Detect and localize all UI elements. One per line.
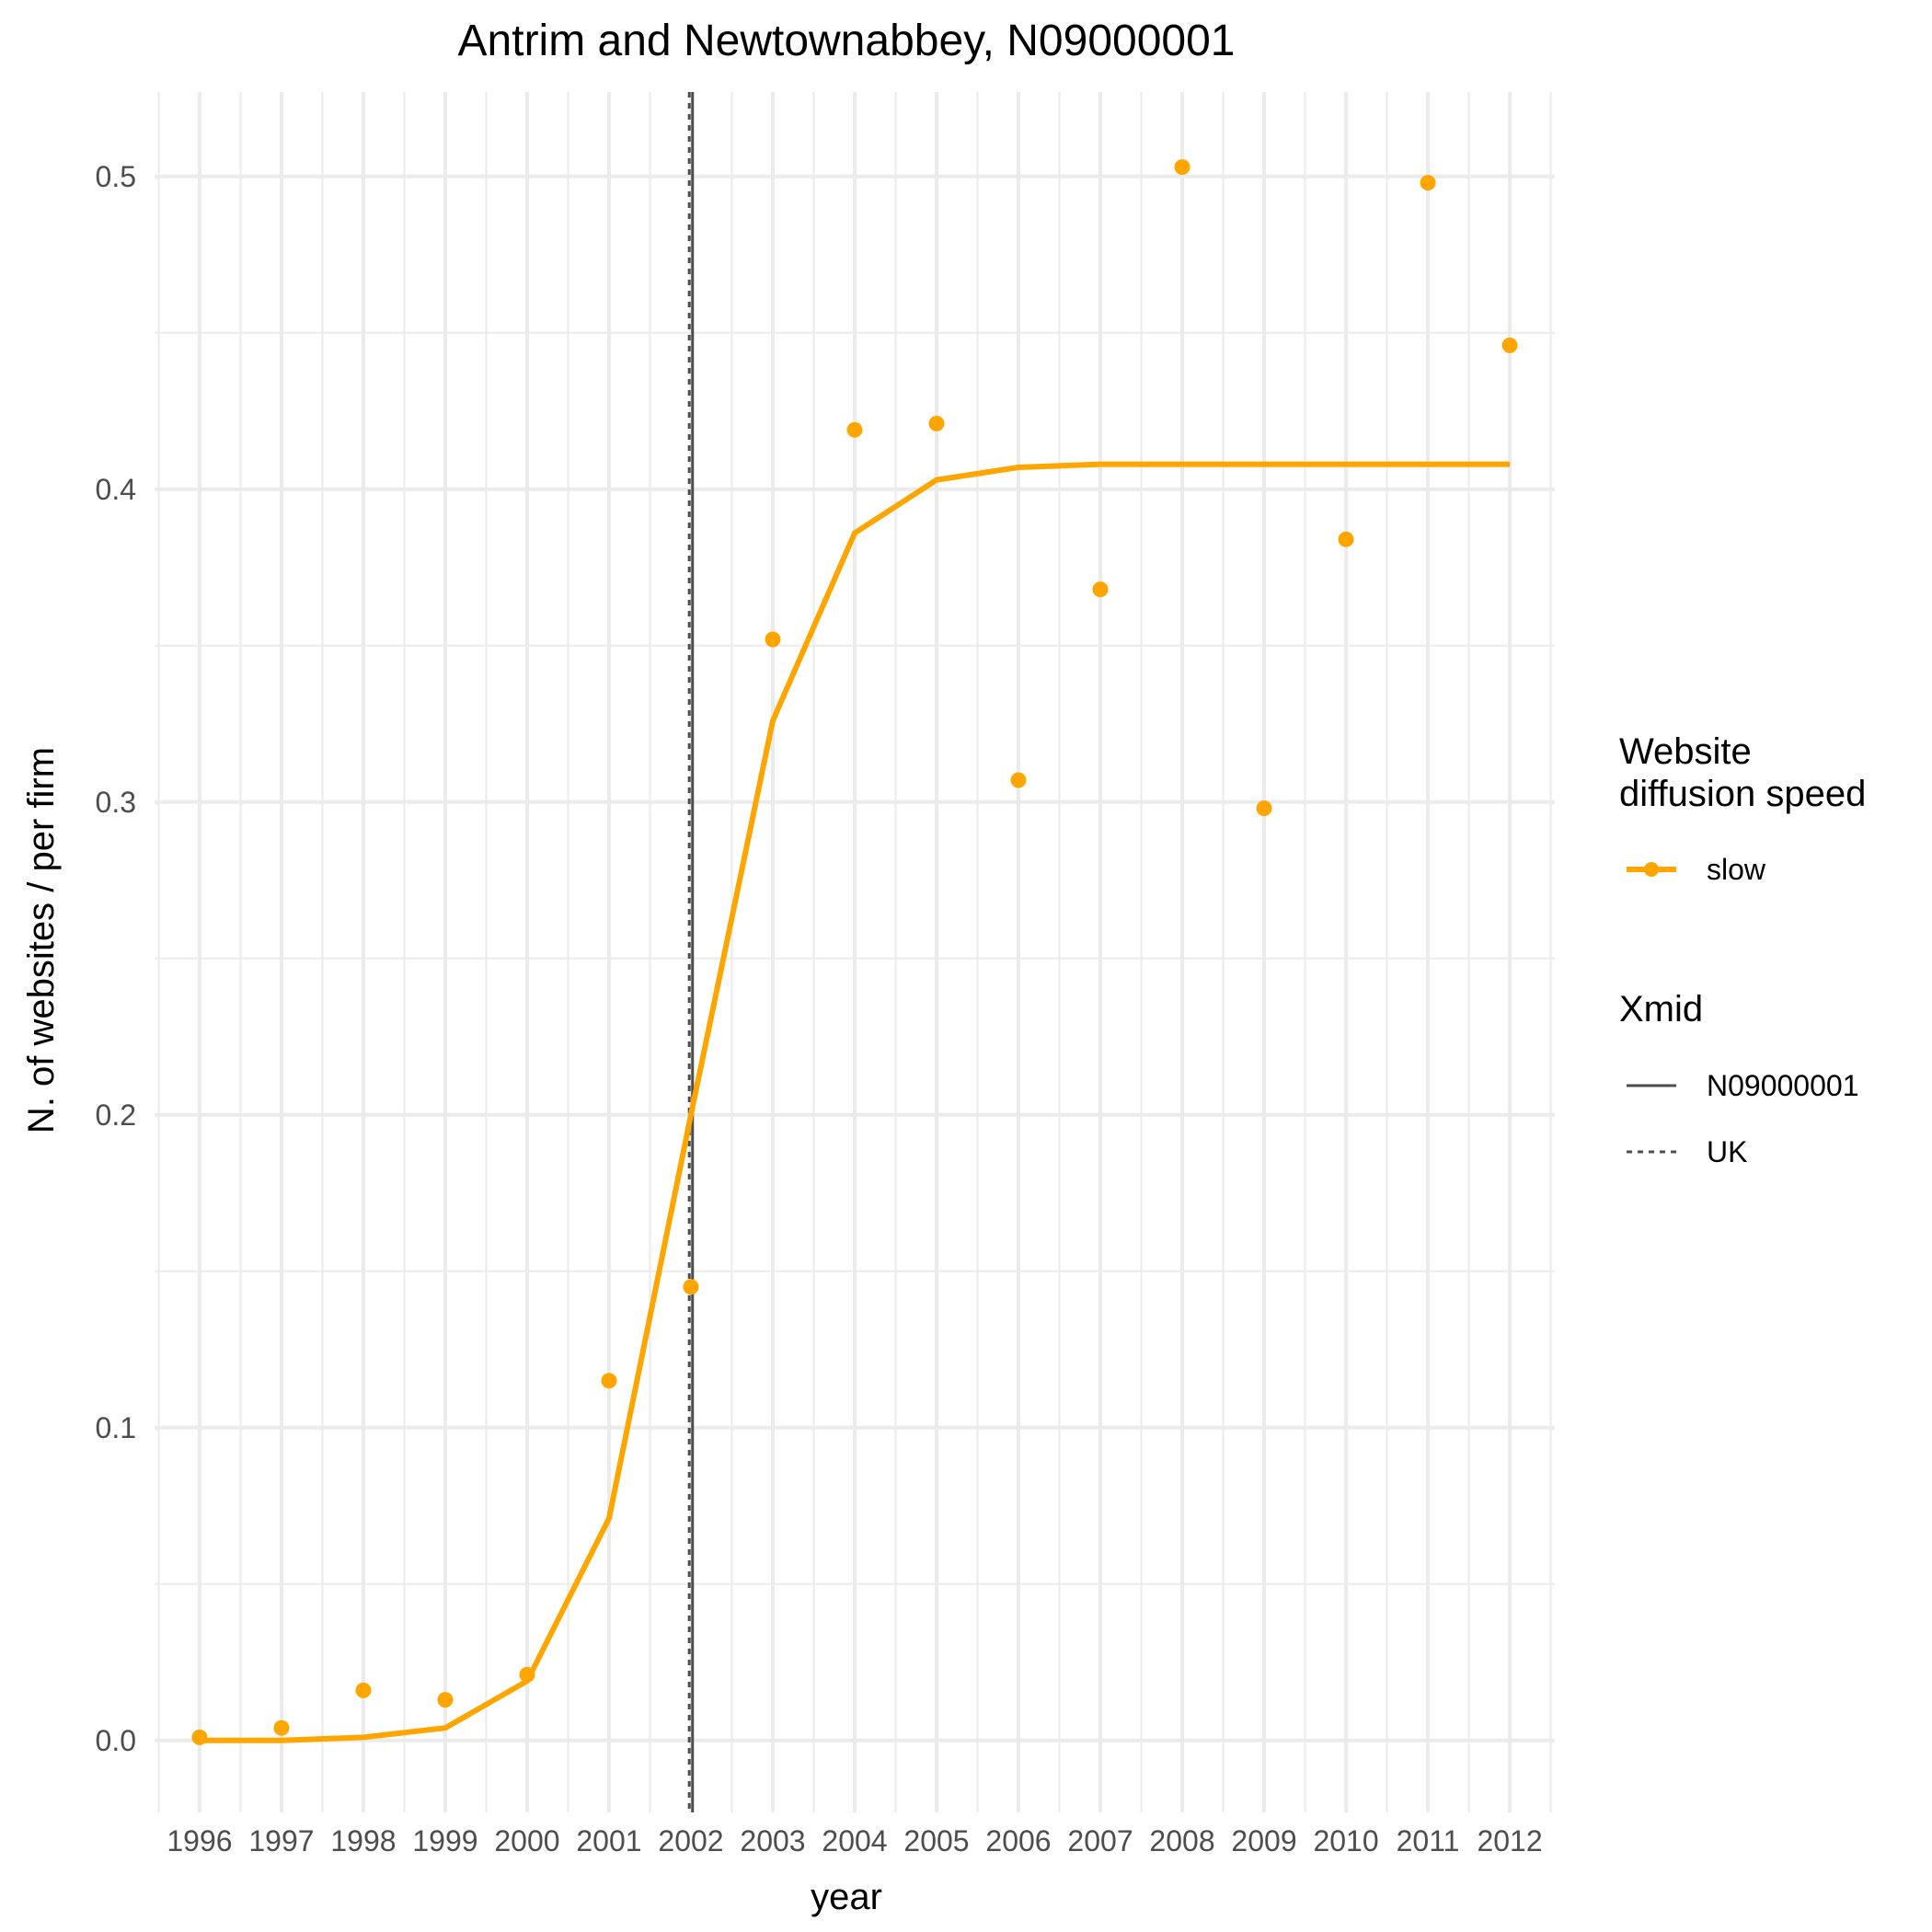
data-point-2006: [1010, 772, 1027, 788]
data-point-2008: [1174, 159, 1190, 176]
legend-entry-uk: UK: [1707, 1135, 1747, 1168]
y-tick-label: 0.4: [96, 473, 136, 506]
x-tick-label: 2004: [822, 1824, 887, 1857]
y-axis-title: N. of websites / per firm: [21, 747, 62, 1133]
x-tick-label: 2009: [1231, 1824, 1296, 1857]
x-tick-label: 1998: [330, 1824, 396, 1857]
data-point-2011: [1420, 175, 1436, 191]
data-point-2012: [1501, 337, 1518, 353]
x-tick-label: 2010: [1313, 1824, 1378, 1857]
grid-layer: [155, 92, 1555, 1812]
legend-diffusion-speed: Website diffusion speed slow: [1619, 731, 1866, 886]
legend-xmid-title: Xmid: [1619, 989, 1703, 1029]
series-layer: [191, 159, 1518, 1745]
data-point-1999: [437, 1692, 454, 1708]
legend-entry-n09000001: N09000001: [1707, 1069, 1858, 1102]
x-tick-label: 1999: [412, 1824, 477, 1857]
data-point-1997: [273, 1719, 290, 1736]
y-tick-label: 0.2: [96, 1098, 136, 1132]
legend-diffusion-speed-title-line-1: Website: [1619, 731, 1752, 772]
x-tick-label: 2011: [1397, 1824, 1460, 1857]
vline-layer: [687, 92, 695, 1812]
legend-entry-slow: slow: [1707, 853, 1766, 886]
y-tick-label: 0.3: [96, 786, 136, 819]
x-tick-label: 2005: [903, 1824, 969, 1857]
x-tick-label: 2008: [1149, 1824, 1214, 1857]
x-tick-label: 2003: [740, 1824, 805, 1857]
chart-title: Antrim and Newtownabbey, N09000001: [458, 17, 1236, 65]
data-point-2007: [1092, 581, 1109, 598]
data-point-2000: [519, 1666, 535, 1683]
data-point-2005: [928, 415, 945, 431]
data-point-2001: [601, 1373, 617, 1389]
x-tick-label: 2002: [658, 1824, 723, 1857]
tick-layer: 1996 1997 1998 1999 2000 2001 2002 2003 2004 2005…: [96, 160, 1543, 1857]
data-point-2004: [846, 421, 863, 438]
y-tick-label: 0.5: [96, 160, 136, 193]
data-point-2003: [765, 631, 781, 648]
x-tick-label: 2000: [494, 1824, 559, 1857]
x-tick-label: 1997: [248, 1824, 314, 1857]
legend-key-slow-point: [1644, 862, 1659, 877]
y-tick-label: 0.1: [96, 1411, 136, 1444]
x-tick-label: 1996: [167, 1824, 232, 1857]
legend-xmid: Xmid N09000001 UK: [1619, 989, 1858, 1168]
y-tick-label: 0.0: [96, 1724, 136, 1757]
x-tick-label: 2001: [576, 1824, 641, 1857]
data-point-2002: [683, 1279, 699, 1295]
data-point-1998: [355, 1682, 372, 1698]
x-axis-title: year: [811, 1877, 882, 1917]
x-tick-label: 2006: [985, 1824, 1051, 1857]
x-tick-label: 2007: [1067, 1824, 1133, 1857]
data-point-2010: [1338, 531, 1354, 547]
data-point-2009: [1256, 800, 1272, 817]
legend-diffusion-speed-title-line-2: diffusion speed: [1619, 774, 1866, 814]
data-point-1996: [191, 1729, 208, 1745]
x-tick-label: 2012: [1477, 1824, 1542, 1857]
series-line-slow: [199, 461, 1511, 1743]
